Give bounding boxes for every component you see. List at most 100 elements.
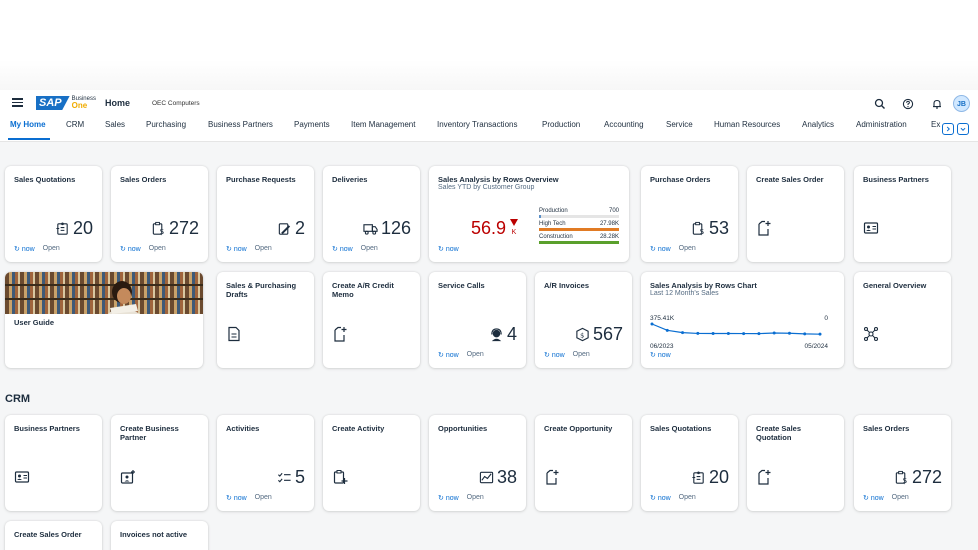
refresh-now[interactable]: ↻ now	[650, 495, 671, 502]
status-open: Open	[891, 494, 909, 501]
bar-track	[539, 215, 619, 218]
tile-purchase-orders[interactable]: Purchase Orders $53 ↻ now Open	[641, 166, 738, 262]
refresh-now[interactable]: ↻ now	[120, 246, 141, 253]
tile-footer: ↻ now Open	[438, 494, 484, 502]
tile-create-activity[interactable]: Create Activity	[323, 415, 420, 511]
tile-kpi: $272	[151, 218, 199, 239]
refresh-now[interactable]: ↻ now	[226, 495, 247, 502]
tile-create-ar-credit-memo[interactable]: Create A/R Credit Memo	[323, 272, 420, 368]
tile-footer: ↻ now Open	[226, 494, 272, 502]
tile-sales-quotations[interactable]: Sales Quotations 20 ↻ now Open	[5, 166, 102, 262]
refresh-now[interactable]: ↻ now	[650, 352, 671, 359]
tab-accounting[interactable]: Accounting	[604, 120, 644, 129]
tile-user-guide[interactable]: User Guide	[5, 272, 203, 368]
tile-sales-purchasing-drafts[interactable]: Sales & Purchasing Drafts	[217, 272, 314, 368]
tab-service[interactable]: Service	[666, 120, 693, 129]
tab-more[interactable]: Ex	[931, 120, 941, 129]
tile-service-calls[interactable]: Service Calls 4 ↻ now Open	[429, 272, 526, 368]
user-avatar[interactable]: JB	[953, 95, 970, 112]
tile-title: Create Activity	[332, 424, 385, 433]
headset-agent-icon	[491, 328, 502, 342]
tab-business-partners[interactable]: Business Partners	[208, 120, 273, 129]
tile-business-partners[interactable]: Business Partners	[854, 166, 951, 262]
now-label: now	[657, 352, 671, 359]
tile-footer: ↻ now Open	[863, 494, 909, 502]
trend-down-icon	[510, 219, 518, 226]
refresh-now[interactable]: ↻ now	[14, 246, 35, 253]
tile-value: 53	[708, 218, 729, 238]
tile-kpi: $272	[894, 467, 942, 488]
kpi-value: 56.9	[471, 218, 507, 238]
tab-sales[interactable]: Sales	[105, 120, 126, 129]
refresh-now[interactable]: ↻ now	[438, 352, 459, 359]
refresh-now[interactable]: ↻ now	[226, 246, 247, 253]
invoice-box-icon: $	[576, 327, 589, 342]
tile-value: 5	[294, 467, 305, 487]
tab-crm[interactable]: CRM	[66, 120, 85, 129]
user-guide-image	[5, 272, 203, 314]
tile-sales-orders[interactable]: Sales Orders $272 ↻ now Open	[111, 166, 208, 262]
tile-crm-sales-quotations[interactable]: Sales Quotations 20 ↻ now Open	[641, 415, 738, 511]
tab-item-management[interactable]: Item Management	[351, 120, 416, 129]
tile-crm-sales-orders[interactable]: Sales Orders $272 ↻ now Open	[854, 415, 951, 511]
tile-crm-create-sales-order[interactable]: Create Sales Order	[5, 521, 102, 550]
tile-activities[interactable]: Activities 5 ↻ now Open	[217, 415, 314, 511]
tab-my-home[interactable]: My Home	[10, 120, 46, 129]
sales-order-icon: $	[152, 221, 164, 236]
tab-scroll-right-icon[interactable]	[942, 123, 954, 135]
notifications-bell-icon[interactable]	[931, 98, 943, 110]
refresh-now[interactable]: ↻ now	[438, 495, 459, 502]
tile-title: Sales Orders	[863, 424, 910, 433]
person-reading-image	[108, 281, 140, 314]
sales-point-06/2023	[650, 322, 654, 326]
tile-deliveries[interactable]: Deliveries 126 ↻ now Open	[323, 166, 420, 262]
business-card-icon	[14, 471, 30, 483]
tile-title: Create Sales Order	[14, 530, 82, 539]
tile-sales-analysis-chart[interactable]: Sales Analysis by Rows Chart Last 12 Mon…	[641, 272, 844, 368]
tile-general-overview[interactable]: General Overview	[854, 272, 951, 368]
tile-invoices-not-active[interactable]: Invoices not active	[111, 521, 208, 550]
tab-human-resources[interactable]: Human Resources	[714, 120, 781, 129]
tile-crm-business-partners[interactable]: Business Partners	[5, 415, 102, 511]
tile-create-opportunity[interactable]: Create Opportunity	[535, 415, 632, 511]
bar-label: Production	[539, 208, 568, 214]
sap-logo[interactable]: SAP Business One	[36, 96, 96, 110]
company-name[interactable]: OEC Computers	[152, 100, 200, 107]
refresh-now[interactable]: ↻ now	[650, 246, 671, 253]
search-icon[interactable]	[874, 98, 886, 110]
tile-opportunities[interactable]: Opportunities 38 ↻ now Open	[429, 415, 526, 511]
tab-overflow-chevron-down-icon[interactable]	[957, 123, 969, 135]
tab-analytics[interactable]: Analytics	[802, 120, 835, 129]
refresh-now[interactable]: ↻ now	[863, 495, 884, 502]
tile-title: Create A/R Credit Memo	[332, 281, 394, 299]
tile-title: Create Business Partner	[120, 424, 179, 442]
tile-purchase-requests[interactable]: Purchase Requests 2 ↻ now Open	[217, 166, 314, 262]
now-label: now	[233, 495, 247, 502]
tab-inventory-transactions[interactable]: Inventory Transactions	[437, 120, 518, 129]
sales-point-10/2023	[711, 331, 715, 335]
tile-title: Purchase Requests	[226, 175, 296, 184]
now-label: now	[445, 246, 459, 253]
tile-create-sales-quotation[interactable]: Create Sales Quotation	[747, 415, 844, 511]
tile-title: Sales & Purchasing Drafts	[226, 281, 297, 299]
network-overview-icon	[863, 326, 879, 342]
tile-create-sales-order[interactable]: Create Sales Order	[747, 166, 844, 262]
tile-create-business-partner[interactable]: Create Business Partner	[111, 415, 208, 511]
tile-ar-invoices[interactable]: A/R Invoices $567 ↻ now Open	[535, 272, 632, 368]
tab-administration[interactable]: Administration	[856, 120, 907, 129]
menu-icon[interactable]	[12, 98, 23, 107]
refresh-now[interactable]: ↻ now	[544, 352, 565, 359]
tile-sales-analysis-overview[interactable]: Sales Analysis by Rows Overview Sales YT…	[429, 166, 629, 262]
now-label: now	[445, 352, 459, 359]
tile-footer: ↻ now Open	[438, 351, 484, 359]
refresh-now[interactable]: ↻ now	[438, 246, 459, 253]
tab-production[interactable]: Production	[542, 120, 581, 129]
tile-kpi: 38	[479, 467, 517, 488]
tile-footer: ↻ now Open	[226, 245, 272, 253]
bar-fill	[539, 241, 619, 244]
tab-purchasing[interactable]: Purchasing	[146, 120, 187, 129]
tile-value: 20	[72, 218, 93, 238]
tab-payments[interactable]: Payments	[294, 120, 330, 129]
help-icon[interactable]	[902, 98, 914, 110]
refresh-now[interactable]: ↻ now	[332, 246, 353, 253]
